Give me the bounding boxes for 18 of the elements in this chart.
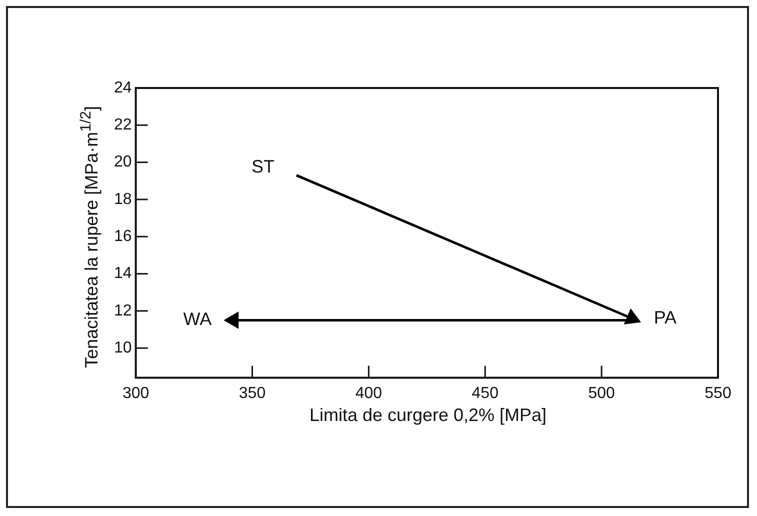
y-tick-label: 24 xyxy=(114,79,132,96)
x-tick-label: 300 xyxy=(122,384,150,402)
y-tick-label: 20 xyxy=(114,154,132,171)
y-tick-label: 10 xyxy=(114,339,132,356)
x-axis-title: Limita de curgere 0,2% [MPa] xyxy=(309,405,547,426)
y-tick-label: 16 xyxy=(114,228,132,246)
annotation: PA xyxy=(654,307,677,328)
x-tick-label: 450 xyxy=(472,384,499,402)
annotation: ST xyxy=(251,156,274,176)
annotation: WA xyxy=(183,309,212,330)
y-tick-label: 18 xyxy=(114,190,132,208)
x-tick-label: 350 xyxy=(238,384,266,402)
x-tick-label: 550 xyxy=(704,384,732,402)
x-tick-label: 400 xyxy=(355,384,382,402)
y-tick-label: 14 xyxy=(114,265,132,282)
y-tick-label: 22 xyxy=(114,116,132,134)
y-tick-label: 12 xyxy=(114,302,132,320)
x-tick-label: 500 xyxy=(588,384,616,402)
